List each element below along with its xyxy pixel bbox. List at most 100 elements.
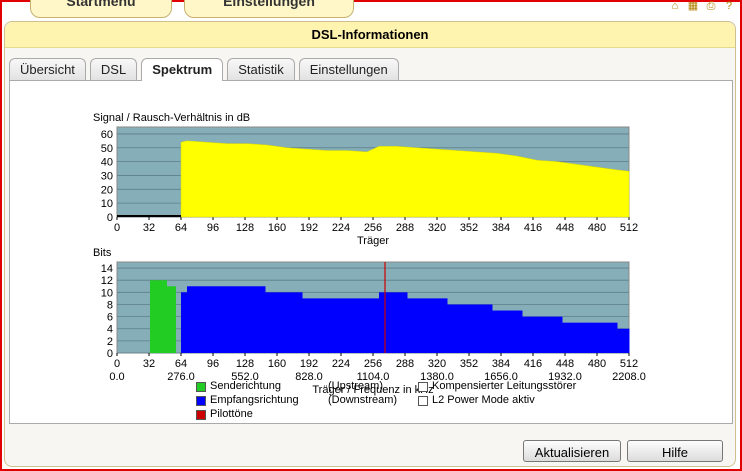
bits-xtick-label: 128 (236, 358, 254, 370)
legend-swatch-downstream (196, 396, 206, 406)
legend-label-pilot: Pilottöne (210, 408, 253, 420)
panel-title: DSL-Informationen (5, 22, 735, 48)
bits-ytick-label: 8 (107, 299, 113, 311)
snr-xtick-label: 416 (524, 222, 542, 234)
bits-freq-tick-label: 1380.0 (420, 371, 454, 383)
downstream-bar (187, 286, 228, 353)
snr-xtick-label: 448 (556, 222, 574, 234)
bits-freq-tick-label: 1656.0 (484, 371, 518, 383)
snr-xtick-label: 96 (207, 222, 219, 234)
top-icon-bar: ⌂ ▦ ⎙ ? (668, 0, 736, 13)
button-bar: Aktualisieren Hilfe (523, 440, 723, 462)
snr-xtick-label: 160 (268, 222, 286, 234)
legend-swatch-pilot (196, 410, 206, 420)
legend-direction-downstream: (Downstream) (328, 394, 398, 406)
bits-ytick-label: 10 (101, 287, 113, 299)
bits-ytick-label: 4 (107, 324, 113, 336)
legend-swatch-l2 (418, 396, 428, 406)
bits-xtick-label: 384 (492, 358, 510, 370)
snr-xtick-label: 320 (428, 222, 446, 234)
sitemap-icon[interactable]: ▦ (687, 0, 699, 12)
tab-bar: Übersicht DSL Spektrum Statistik Einstel… (9, 58, 399, 81)
downstream-bar (379, 292, 408, 353)
bits-xtick-label: 32 (143, 358, 155, 370)
bits-freq-tick-label: 1104.0 (357, 371, 390, 383)
bits-xtick-label: 288 (396, 358, 414, 370)
dsl-panel: DSL-Informationen Übersicht DSL Spektrum… (4, 21, 736, 467)
snr-xtick-label: 256 (364, 222, 382, 234)
snr-ytick-label: 40 (101, 157, 113, 169)
snr-ylabel: Signal / Rausch-Verhältnis in dB (93, 112, 250, 124)
refresh-button[interactable]: Aktualisieren (523, 440, 621, 462)
bits-xtick-label: 352 (460, 358, 478, 370)
spectrum-content: 0 10 20 30 40 50 60 0 32 64 96 128 160 192 224 256 288 32… (9, 80, 733, 424)
top-tab-startmenu[interactable]: Startmenü (30, 0, 172, 18)
print-icon[interactable]: ⎙ (706, 0, 716, 12)
legend-swatch-upstream (196, 382, 206, 392)
bits-ytick-label: 6 (107, 312, 113, 324)
bits-xtick-label: 160 (268, 358, 286, 370)
bits-freq-tick-label: 0.0 (109, 371, 124, 383)
help-icon[interactable]: ? (725, 0, 733, 12)
snr-ytick-label: 0 (107, 212, 113, 224)
snr-xlabel: Träger (357, 235, 389, 247)
tab-einstellungen[interactable]: Einstellungen (298, 58, 399, 80)
snr-xtick-label: 352 (460, 222, 478, 234)
snr-xtick-label: 192 (300, 222, 318, 234)
legend-label-downstream: Empfangsrichtung (210, 394, 299, 406)
bits-xtick-label: 512 (620, 358, 638, 370)
upstream-bar (150, 280, 157, 353)
downstream-bar (522, 316, 563, 353)
snr-ytick-label: 50 (101, 143, 113, 155)
snr-ytick-label: 30 (101, 170, 113, 182)
legend-label-l2: L2 Power Mode aktiv (432, 394, 535, 406)
snr-xtick-label: 32 (143, 222, 155, 234)
downstream-bar (181, 292, 188, 353)
downstream-bar (227, 286, 266, 353)
snr-xtick-label: 64 (175, 222, 187, 234)
snr-xtick-label: 512 (620, 222, 638, 234)
bits-xtick-label: 224 (332, 358, 350, 370)
top-tab-einstellungen[interactable]: Einstellungen (184, 0, 354, 18)
help-button[interactable]: Hilfe (627, 440, 723, 462)
upstream-bar (174, 286, 176, 353)
bits-xtick-label: 192 (300, 358, 318, 370)
tab-dsl[interactable]: DSL (89, 58, 138, 80)
tab-spektrum[interactable]: Spektrum (141, 58, 224, 81)
downstream-bar (492, 310, 523, 353)
tab-statistik[interactable]: Statistik (227, 58, 295, 80)
bits-xtick-label: 416 (524, 358, 542, 370)
bits-freq-tick-label: 828.0 (295, 371, 323, 383)
bits-xtick-label: 0 (114, 358, 120, 370)
snr-xtick-label: 384 (492, 222, 510, 234)
tab-uebersicht[interactable]: Übersicht (9, 58, 86, 80)
upstream-bar (157, 280, 167, 353)
legend-swatch-compensated (418, 382, 428, 392)
bits-xtick-label: 256 (364, 358, 382, 370)
downstream-bar (617, 328, 630, 353)
home-icon[interactable]: ⌂ (671, 0, 679, 12)
downstream-bar (407, 298, 448, 353)
legend-label-compensated: Kompensierter Leitungsstörer (432, 380, 577, 392)
legend-label-upstream: Senderichtung (210, 380, 281, 392)
bits-xtick-label: 320 (428, 358, 446, 370)
bits-xtick-label: 480 (588, 358, 606, 370)
snr-xtick-label: 480 (588, 222, 606, 234)
bits-ytick-label: 0 (107, 348, 113, 360)
snr-xtick-label: 224 (332, 222, 350, 234)
downstream-bar (562, 322, 588, 353)
bits-ytick-label: 14 (101, 263, 113, 275)
legend-direction-upstream: (Upstream) (328, 380, 384, 392)
bits-xtick-label: 96 (207, 358, 219, 370)
bits-xtick-label: 64 (175, 358, 187, 370)
snr-ytick-label: 10 (101, 198, 113, 210)
bits-freq-tick-label: 1932.0 (548, 371, 582, 383)
snr-ytick-label: 20 (101, 184, 113, 196)
upstream-bar (167, 286, 174, 353)
bits-xtick-label: 448 (556, 358, 574, 370)
snr-ytick-label: 60 (101, 129, 113, 141)
snr-area (180, 140, 630, 218)
bits-ylabel: Bits (93, 247, 112, 259)
bits-freq-tick-label: 2208.0 (612, 371, 646, 383)
